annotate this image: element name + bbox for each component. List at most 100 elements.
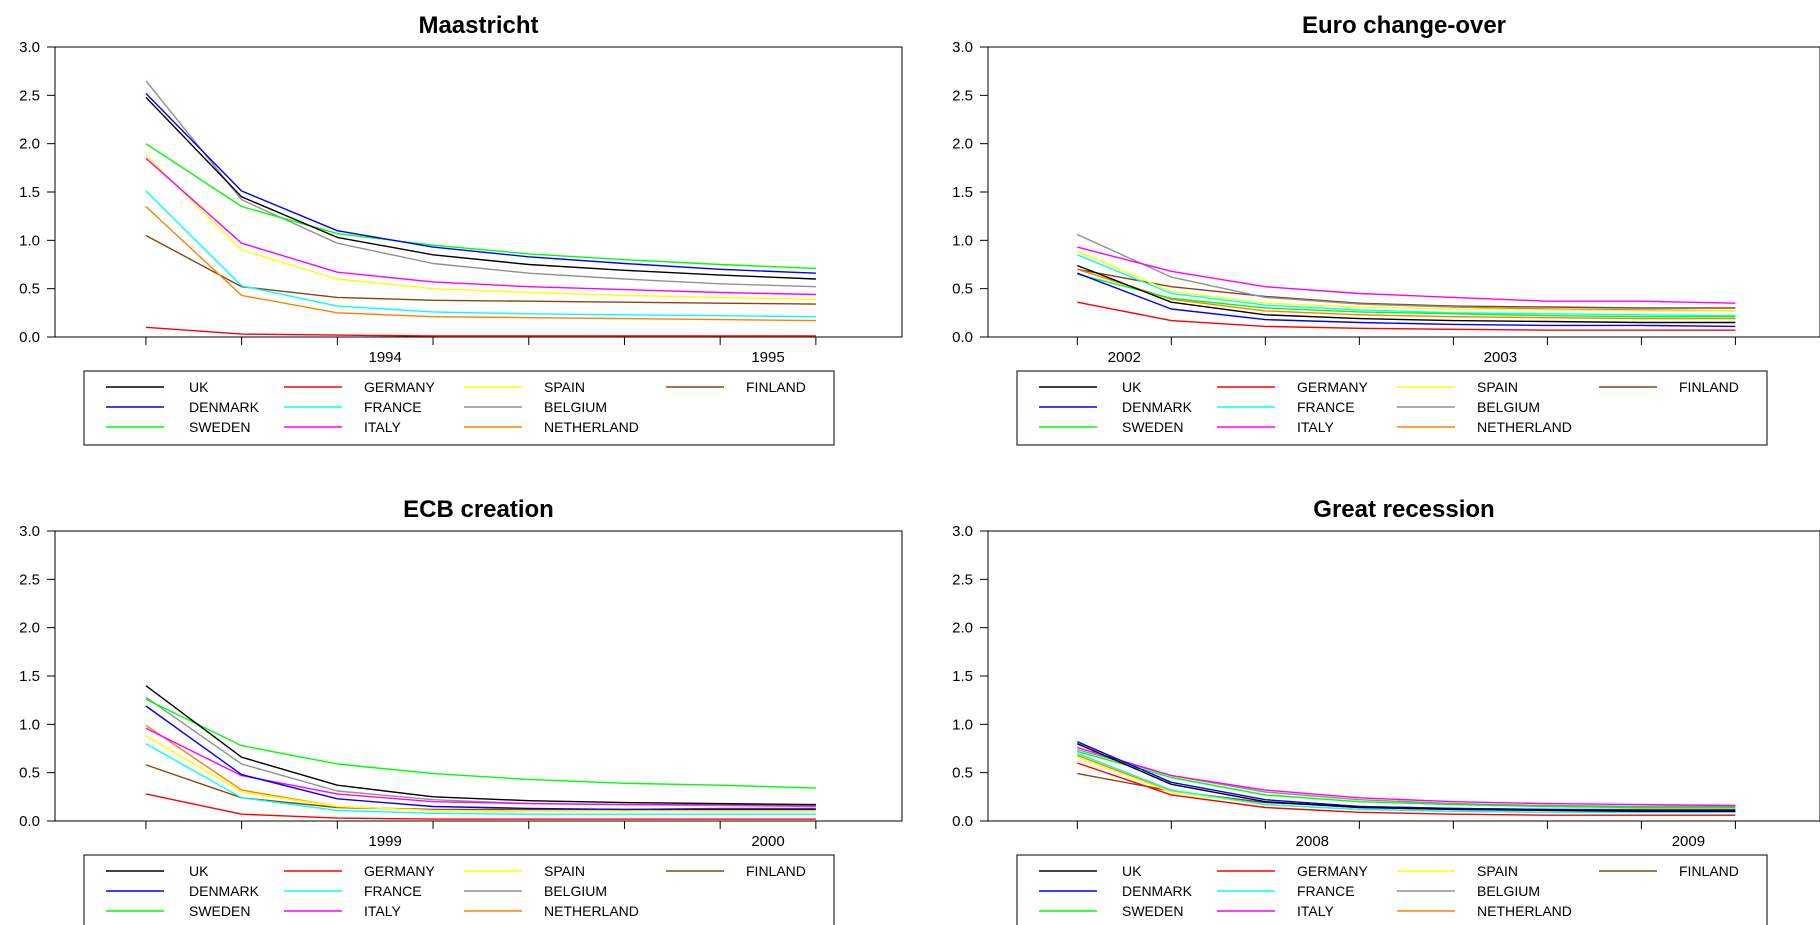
- series-line-uk: [145, 685, 816, 806]
- y-tick-label: 1.0: [19, 716, 40, 733]
- legend-box: [83, 854, 835, 925]
- legend-label-denmark: DENMARK: [189, 399, 260, 415]
- plot-frame: [987, 46, 1820, 338]
- chart-title-ecb-creation: ECB creation: [403, 496, 554, 523]
- series-line-denmark: [145, 92, 816, 274]
- series-line-spain: [145, 154, 816, 300]
- chart-great-recession: Great recession 0.0 0.5 1.0 1.5 2.0 2.5 3.0 2008…: [952, 496, 1820, 925]
- legend-label-denmark: DENMARK: [1122, 399, 1193, 415]
- series-line-germany: [145, 793, 816, 820]
- series-group: [145, 80, 816, 337]
- legend-label-belgium: BELGIUM: [1477, 399, 1540, 415]
- y-tick-label: 3.0: [19, 39, 40, 56]
- y-tick-label: 0.5: [952, 765, 973, 782]
- legend-box: [1016, 370, 1768, 446]
- series-line-denmark: [1077, 272, 1736, 328]
- x-tick-label: 2002: [1108, 349, 1141, 366]
- series-line-france: [1077, 254, 1736, 317]
- legend-label-sweden: SWEDEN: [189, 419, 250, 435]
- legend-label-belgium: BELGIUM: [544, 883, 607, 899]
- y-tick-label: 1.5: [19, 184, 40, 201]
- x-tick-label: 1999: [368, 833, 401, 850]
- y-tick-label: 1.5: [952, 668, 973, 685]
- legend-label-italy: ITALY: [1297, 903, 1334, 919]
- legend-label-denmark: DENMARK: [189, 883, 260, 899]
- y-tick-label: 2.5: [952, 87, 973, 104]
- x-tick-label: 2009: [1672, 833, 1705, 850]
- y-tick-label: 1.5: [952, 184, 973, 201]
- series-line-finland: [145, 234, 816, 305]
- legend: UK DENMARK SWEDEN GERMANY FRANCE ITALY SPAIN BE…: [83, 854, 835, 925]
- y-tick-label: 1.0: [952, 716, 973, 733]
- legend-label-france: FRANCE: [364, 399, 422, 415]
- series-line-italy: [1077, 746, 1736, 807]
- legend-label-italy: ITALY: [364, 903, 401, 919]
- legend-label-uk: UK: [189, 379, 209, 395]
- legend-label-netherland: NETHERLAND: [544, 903, 639, 919]
- series-line-denmark: [1077, 741, 1736, 812]
- legend-label-germany: GERMANY: [1297, 379, 1368, 395]
- legend-label-netherland: NETHERLAND: [1477, 419, 1572, 435]
- legend-label-sweden: SWEDEN: [1122, 419, 1183, 435]
- legend: UK DENMARK SWEDEN GERMANY FRANCE ITALY SPAIN BE…: [1016, 854, 1768, 925]
- y-tick-label: 2.5: [952, 571, 973, 588]
- legend-label-sweden: SWEDEN: [189, 903, 250, 919]
- series-line-france: [1077, 752, 1736, 813]
- chart-title-great-recession: Great recession: [1313, 496, 1494, 523]
- series-group: [145, 685, 816, 820]
- series-line-germany: [1077, 762, 1736, 816]
- series-line-italy: [145, 727, 816, 807]
- legend-label-belgium: BELGIUM: [1477, 883, 1540, 899]
- y-tick-label: 2.5: [19, 571, 40, 588]
- series-line-spain: [145, 735, 816, 812]
- chart-euro-change-over: Euro change-over 0.0 0.5 1.0 1.5 2.0 2.5 3.0 200…: [952, 12, 1820, 446]
- y-tick-label: 0.0: [19, 329, 40, 346]
- series-line-belgium: [145, 80, 816, 288]
- legend-label-finland: FINLAND: [1679, 379, 1739, 395]
- y-tick-label: 2.0: [952, 620, 973, 637]
- legend-label-finland: FINLAND: [746, 863, 806, 879]
- series-line-belgium: [1077, 233, 1736, 312]
- series-line-uk: [145, 96, 816, 280]
- legend-label-sweden: SWEDEN: [1122, 903, 1183, 919]
- legend-label-belgium: BELGIUM: [544, 399, 607, 415]
- y-tick-label: 2.5: [19, 87, 40, 104]
- series-line-netherland: [145, 205, 816, 322]
- series-line-germany: [1077, 301, 1736, 331]
- series-line-uk: [1077, 264, 1736, 324]
- legend-label-italy: ITALY: [1297, 419, 1334, 435]
- y-tick-label: 0.5: [19, 281, 40, 298]
- legend-label-denmark: DENMARK: [1122, 883, 1193, 899]
- series-line-france: [145, 190, 816, 318]
- series-line-uk: [1077, 743, 1736, 812]
- series-group: [1077, 233, 1736, 331]
- legend-label-finland: FINLAND: [746, 379, 806, 395]
- chart-title-maastricht: Maastricht: [418, 12, 538, 39]
- chart-title-euro-change-over: Euro change-over: [1302, 12, 1506, 39]
- legend-label-uk: UK: [1122, 379, 1142, 395]
- legend: UK DENMARK SWEDEN GERMANY FRANCE ITALY SPAIN BE…: [1016, 370, 1768, 446]
- y-tick-label: 2.0: [19, 136, 40, 153]
- legend-label-netherland: NETHERLAND: [1477, 903, 1572, 919]
- series-line-netherland: [1077, 268, 1736, 320]
- y-tick-label: 2.0: [19, 620, 40, 637]
- x-tick-label: 2003: [1484, 349, 1517, 366]
- legend-label-uk: UK: [1122, 863, 1142, 879]
- series-line-sweden: [1077, 273, 1736, 318]
- chart-ecb-creation: ECB creation 0.0 0.5 1.0 1.5 2.0 2.5 3.0 1999 200…: [19, 496, 903, 925]
- y-tick-label: 3.0: [19, 523, 40, 540]
- y-tick-label: 0.0: [952, 813, 973, 830]
- legend-label-germany: GERMANY: [364, 863, 435, 879]
- x-tick-label: 1994: [368, 349, 401, 366]
- series-line-sweden: [145, 143, 816, 270]
- legend-label-spain: SPAIN: [544, 379, 585, 395]
- series-line-finland: [1077, 268, 1736, 309]
- y-tick-label: 1.5: [19, 668, 40, 685]
- legend-label-france: FRANCE: [364, 883, 422, 899]
- y-tick-label: 2.0: [952, 136, 973, 153]
- legend-label-uk: UK: [189, 863, 209, 879]
- y-tick-label: 0.5: [19, 765, 40, 782]
- series-line-sweden: [1077, 750, 1736, 809]
- y-tick-label: 3.0: [952, 39, 973, 56]
